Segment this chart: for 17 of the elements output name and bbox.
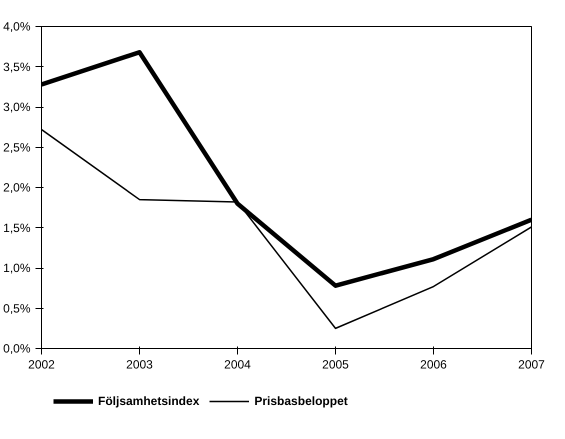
y-tick-label: 3,5% [3,60,31,74]
legend-label: Prisbasbeloppet [254,394,348,408]
x-tick-label: 2006 [420,358,448,372]
y-tick-label: 0,5% [3,301,31,316]
x-tick-label: 2005 [322,358,350,372]
y-tick-label: 0,0% [3,342,31,356]
y-tick-label: 3,0% [3,100,31,114]
legend-label: Följsamhetsindex [98,394,200,408]
y-tick-label: 2,0% [3,180,31,194]
y-tick-label: 1,0% [3,261,31,275]
x-tick-label: 2007 [518,358,546,372]
x-tick-label: 2004 [224,358,252,372]
y-tick-label: 4,0% [3,20,31,34]
y-tick-label: 2,5% [3,140,31,154]
x-tick-label: 2003 [126,358,154,372]
y-tick-label: 1,5% [3,220,31,235]
x-tick-label: 2002 [28,358,56,372]
